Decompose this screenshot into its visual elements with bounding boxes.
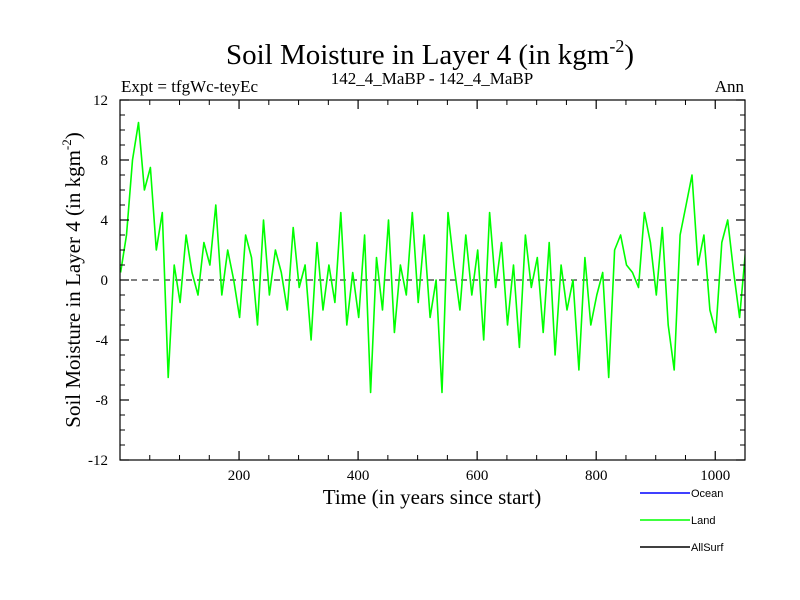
x-tick-label: 200 [228, 468, 251, 484]
y-tick-label: 8 [101, 153, 109, 169]
y-tick-label: -12 [88, 453, 108, 469]
tick-layer: 200 400 600 800 1000 -12 -8 -4 0 4 8 12 [88, 93, 745, 484]
legend: Ocean Land AllSurf [640, 488, 724, 554]
y-tick-label: 0 [101, 273, 109, 289]
x-tick-label: 1000 [700, 468, 730, 484]
series-layer [120, 121, 745, 394]
comparison-label: 142_4_MaBP - 142_4_MaBP [331, 69, 533, 88]
legend-allsurf-label: AllSurf [691, 542, 724, 554]
y-tick-label: 4 [101, 213, 109, 229]
legend-ocean-label: Ocean [691, 488, 723, 500]
season-label: Ann [715, 77, 745, 96]
y-tick-label: 12 [93, 93, 108, 109]
y-axis-label: Soil Moisture in Layer 4 (in kgm-2) [59, 132, 85, 427]
series-line-land [120, 121, 745, 394]
x-tick-label: 800 [585, 468, 608, 484]
legend-land-label: Land [691, 515, 715, 527]
y-tick-label: -4 [96, 333, 109, 349]
x-axis-label: Time (in years since start) [323, 485, 542, 509]
experiment-label: Expt = tfgWc-teyEc [121, 77, 258, 96]
y-tick-label: -8 [96, 393, 109, 409]
x-tick-label: 400 [347, 468, 370, 484]
plot-area: 200 400 600 800 1000 -12 -8 -4 0 4 8 12 [88, 93, 746, 484]
chart-title: Soil Moisture in Layer 4 (in kgm-2) [226, 36, 634, 71]
x-tick-label: 600 [466, 468, 489, 484]
